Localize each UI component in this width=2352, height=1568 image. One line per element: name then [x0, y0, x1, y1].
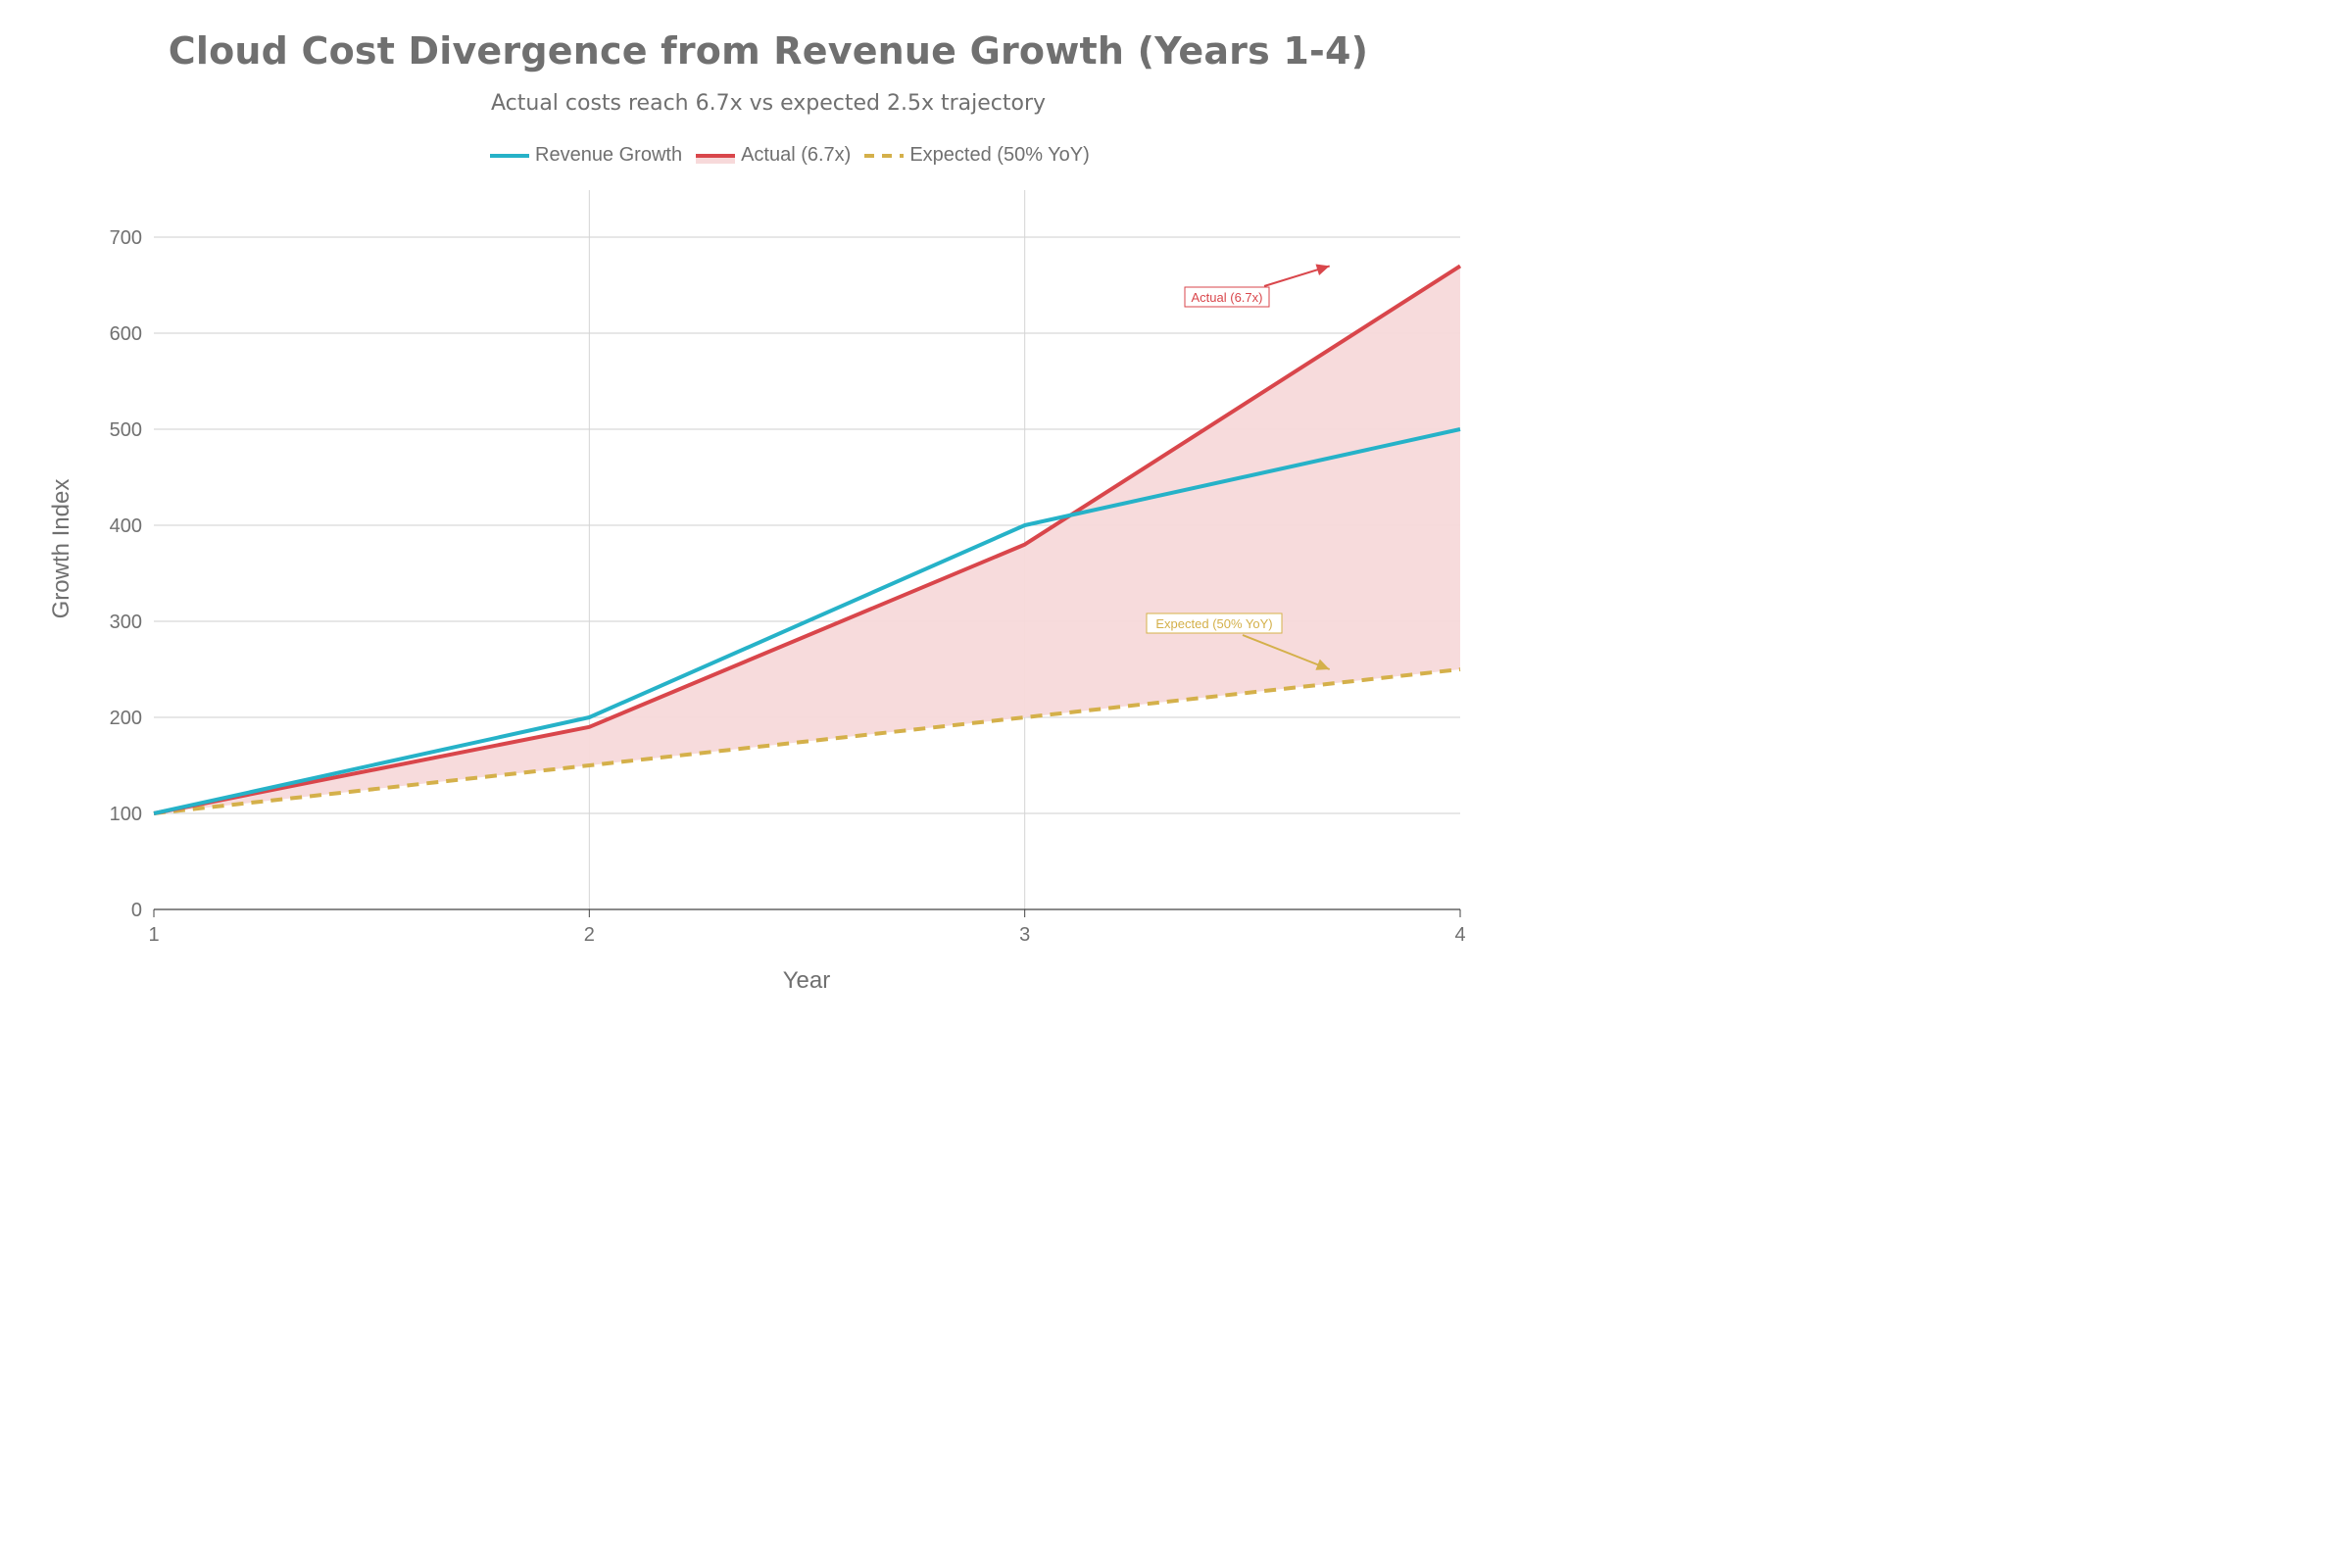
- x-tick-label: 3: [1019, 924, 1030, 946]
- legend-label-actual: Actual (6.7x): [741, 143, 852, 166]
- y-tick-label: 600: [110, 323, 142, 345]
- legend-swatch-expected: [864, 147, 905, 163]
- y-tick-label: 200: [110, 708, 142, 729]
- y-tick-label: 100: [110, 804, 142, 825]
- chart-subtitle: Actual costs reach 6.7x vs expected 2.5x…: [490, 91, 1047, 116]
- x-tick-label: 4: [1454, 924, 1465, 946]
- y-axis-title: Growth Index: [48, 479, 74, 619]
- annotation-box: [1184, 286, 1270, 308]
- x-tick-label: 2: [584, 924, 595, 946]
- axes: 0 100 200 300 400 500 600 700 1 2 3 4: [110, 227, 1466, 946]
- series-line-expected-50-yoy: [153, 667, 1461, 815]
- legend-item-expected: Expected (50% YoY): [864, 143, 1090, 167]
- legend-label-revenue: Revenue Growth: [535, 143, 683, 166]
- y-tick-label: 400: [110, 515, 142, 537]
- legend: Revenue Growth Actual (6.7x) Expected (5…: [490, 141, 1090, 169]
- y-tick-label: 700: [110, 227, 142, 249]
- annotation-arrowhead: [1315, 264, 1330, 275]
- series-lines: [153, 264, 1462, 815]
- legend-swatch-revenue: [490, 147, 529, 163]
- legend-label-expected: Expected (50% YoY): [909, 143, 1090, 166]
- annotation-label: Actual (6.7x): [1192, 290, 1263, 305]
- y-tick-label: 500: [110, 419, 142, 441]
- annotation-arrowhead: [1315, 659, 1330, 670]
- annotation-box: [1146, 612, 1283, 634]
- x-axis-title: Year: [783, 967, 831, 994]
- chart-svg: 0 100 200 300 400 500 600 700 1 2 3 4 Actual (6.7x)…: [48, 190, 1466, 994]
- legend-swatch-actual: [696, 147, 736, 164]
- annotations: Actual (6.7x) Expected (50% YoY): [1146, 264, 1331, 670]
- annotation-arrow: [1242, 634, 1331, 670]
- y-tick-label: 0: [131, 900, 142, 921]
- x-tick-label: 1: [148, 924, 159, 946]
- series-line-revenue-growth: [153, 427, 1461, 815]
- y-tick-label: 300: [110, 612, 142, 633]
- actual-expected-gap-fill: [154, 266, 1460, 813]
- legend-item-revenue: Revenue Growth: [490, 144, 682, 167]
- fill-area: [154, 266, 1460, 813]
- series-line-actual-6-7x: [153, 264, 1462, 815]
- annotation-label: Expected (50% YoY): [1155, 616, 1272, 631]
- chart-title: Cloud Cost Divergence from Revenue Growt…: [168, 29, 1369, 73]
- legend-item-actual: Actual (6.7x): [696, 144, 851, 167]
